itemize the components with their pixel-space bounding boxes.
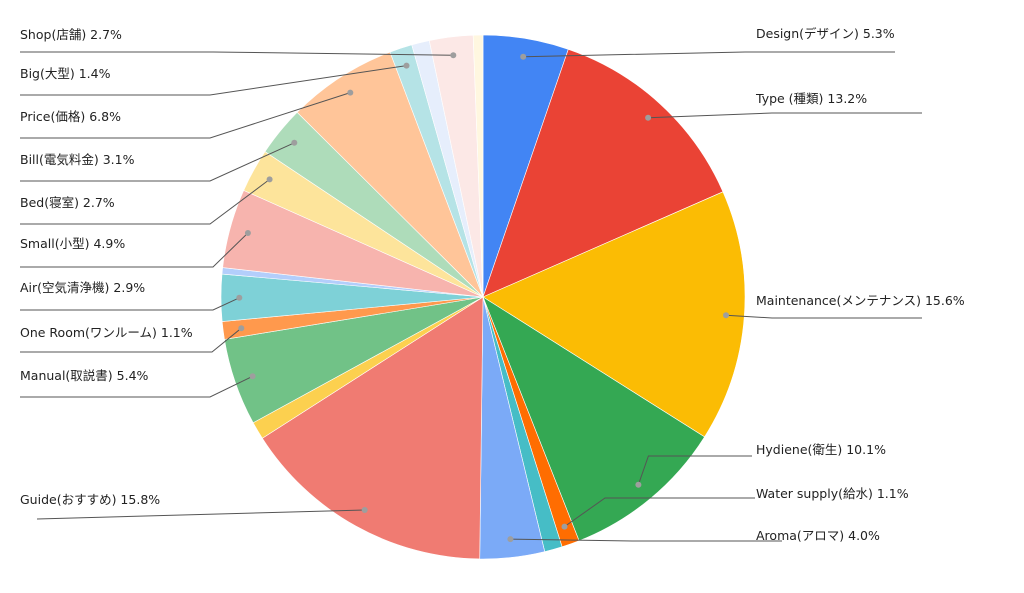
leader-dot — [238, 325, 245, 332]
leader-dot — [561, 523, 568, 530]
leader-dot — [236, 294, 243, 301]
leader-dot — [635, 481, 642, 488]
leader-dot — [645, 114, 652, 121]
leader-line — [20, 92, 351, 139]
leader-lines — [20, 51, 922, 543]
leader-line — [20, 65, 407, 96]
leader-dot — [249, 373, 256, 380]
leader-dot — [291, 139, 298, 146]
pie-slice — [296, 51, 484, 298]
leader-line — [564, 497, 755, 528]
leader-line — [20, 327, 242, 353]
pie-slice — [261, 296, 484, 560]
leader-line — [20, 142, 295, 182]
pie-slice — [472, 34, 484, 298]
slice-label: One Room(ワンルーム) 1.1% — [20, 325, 193, 340]
leader-line — [20, 297, 240, 311]
leader-dot — [244, 230, 251, 236]
slice-label: Big(大型) 1.4% — [20, 66, 111, 81]
leader-line — [20, 232, 249, 268]
leader-line — [725, 314, 922, 319]
slice-label: Bed(寝室) 2.7% — [20, 195, 115, 210]
leader-line — [20, 178, 270, 225]
slice-label: Aroma(アロマ) 4.0% — [756, 528, 880, 543]
pie-slices — [220, 34, 746, 560]
slice-label: Water supply(給水) 1.1% — [756, 486, 909, 501]
leader-dot — [361, 507, 368, 513]
pie-slice — [482, 296, 705, 542]
leader-line — [36, 509, 365, 520]
leader-dot — [507, 536, 514, 543]
slice-label: Guide(おすすめ) 15.8% — [20, 492, 160, 507]
leader-line — [510, 538, 782, 542]
slice-label: Shop(店舗) 2.7% — [20, 27, 122, 42]
leader-dot — [266, 176, 273, 183]
leader-line — [523, 51, 895, 58]
slice-label: Manual(取説書) 5.4% — [20, 368, 149, 383]
slice-label: Price(価格) 6.8% — [20, 109, 121, 124]
leader-line — [20, 51, 454, 56]
slice-label: Hydiene(衛生) 10.1% — [756, 442, 886, 457]
leader-line — [648, 112, 922, 119]
leader-dot — [450, 52, 457, 59]
slice-label: Air(空気清浄機) 2.9% — [20, 280, 145, 295]
pie-slice — [482, 48, 724, 298]
leader-dot — [347, 89, 354, 96]
leader-line — [20, 375, 253, 398]
slice-label: Bill(電気料金) 3.1% — [20, 152, 135, 167]
leader-dot — [403, 62, 410, 69]
leader-dot — [520, 53, 527, 60]
leader-line — [637, 455, 752, 485]
leader-dot — [723, 312, 729, 319]
slice-labels: Design(デザイン) 5.3% Type (種類) 13.2% Maintena… — [20, 26, 965, 543]
slice-label: Small(小型) 4.9% — [20, 236, 125, 251]
slice-label: Design(デザイン) 5.3% — [756, 26, 895, 41]
slice-label: Maintenance(メンテナンス) 15.6% — [756, 293, 965, 308]
slice-label: Type (種類) 13.2% — [755, 91, 867, 106]
